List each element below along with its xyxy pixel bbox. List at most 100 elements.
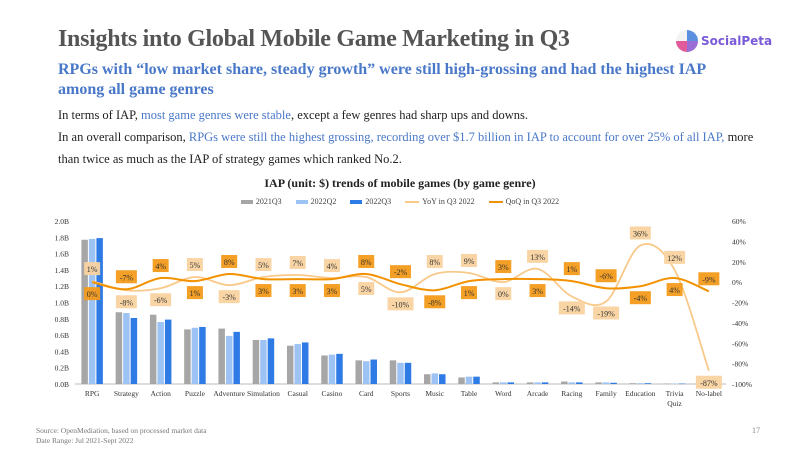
data-label-bg (593, 306, 620, 320)
data-label-qoq: -4% (634, 294, 648, 303)
data-label-yoy: 9% (464, 257, 475, 266)
bar-2022q3 (644, 383, 652, 384)
data-label-qoq: -8% (428, 298, 442, 307)
data-label-bg (426, 254, 443, 268)
bar-2021q3 (663, 383, 671, 385)
data-label-qoq: 8% (361, 258, 372, 267)
data-label-yoy: -87% (700, 379, 718, 388)
data-label-bg (255, 284, 272, 298)
data-label-qoq: 8% (224, 258, 235, 267)
category-label: Card (359, 389, 374, 398)
data-label-qoq: 3% (498, 263, 509, 272)
data-label-yoy: -6% (154, 296, 168, 305)
data-label-qoq: -9% (702, 275, 716, 284)
right-tick-label: 0% (732, 278, 742, 287)
data-label-qoq: 4% (155, 262, 166, 271)
data-label-bg (115, 295, 137, 309)
legend-item-qoq: QoQ in Q3 2022 (488, 197, 559, 206)
data-label-bg (150, 293, 172, 307)
bar-2021q3 (424, 374, 431, 384)
category-label: Quiz (667, 399, 682, 408)
highlight: most game genres were stable (140, 108, 291, 122)
bar-2022q3 (199, 326, 206, 384)
data-label-bg (221, 254, 238, 268)
bar-2022q2 (225, 335, 233, 384)
data-label-bg (495, 260, 512, 274)
bar-2022q2 (123, 313, 130, 384)
data-label-bg (84, 262, 101, 276)
source-note: Source: OpenMediation, based on processe… (36, 426, 207, 435)
bar-2021q3 (458, 377, 465, 384)
category-label: Word (495, 389, 512, 398)
data-label-bg (186, 258, 203, 272)
data-label-yoy: 4% (327, 262, 338, 271)
data-label-bg (255, 258, 272, 272)
logo: SocialPeta (676, 30, 772, 52)
legend-item-yoy: YoY in Q3 2022 (405, 197, 475, 206)
bar-2021q3 (629, 383, 637, 384)
data-label-bg (461, 286, 478, 300)
logo-icon (676, 30, 698, 52)
left-tick-label: 1.0B (55, 299, 69, 308)
data-label-qoq: 1% (464, 289, 475, 298)
bar-2022q2 (362, 361, 370, 384)
bar-2022q2 (534, 382, 541, 384)
bar-2021q3 (149, 314, 157, 384)
data-label-qoq: 0% (87, 290, 98, 299)
left-tick-label: 0.4B (55, 347, 69, 356)
data-label-bg (84, 287, 101, 301)
data-label-bg (115, 270, 137, 284)
data-label-bg (186, 286, 203, 300)
bar-2022q3 (267, 338, 275, 384)
left-tick-label: 1.4B (55, 266, 69, 275)
right-tick-label: 60% (732, 217, 746, 226)
bar-2022q2 (671, 383, 678, 385)
bar-2022q3 (678, 383, 686, 385)
chart-title: IAP (unit: $) trends of mobile games (by… (264, 176, 536, 190)
right-tick-label: -100% (732, 380, 752, 389)
category-label: Education (625, 389, 656, 398)
bar-2021q3 (321, 355, 328, 384)
data-label-yoy: 5% (258, 261, 269, 270)
legend-item-2021q3: 2021Q3 (240, 197, 282, 206)
data-label-yoy: -14% (563, 304, 581, 313)
data-label-bg (527, 249, 549, 263)
data-label-yoy: 5% (361, 285, 372, 294)
data-label-bg (323, 284, 340, 298)
bar-2022q3 (370, 359, 377, 384)
slide-subtitle: RPGs with “low market share, steady grow… (58, 61, 706, 98)
data-label-bg (387, 297, 414, 311)
data-label-yoy: -3% (223, 293, 237, 302)
data-label-bg (695, 375, 722, 389)
bar-2022q3 (610, 382, 617, 384)
category-label: Casual (287, 389, 307, 398)
category-label: Racing (561, 389, 582, 398)
bar-2021q3 (389, 360, 397, 384)
data-label-bg (558, 301, 585, 315)
text: In an overall comparison, (58, 130, 189, 144)
bar-2022q2 (191, 327, 199, 384)
data-label-yoy: 1% (87, 265, 98, 274)
data-label-bg (664, 250, 686, 264)
category-label: Trivia (666, 389, 685, 398)
data-label-bg (358, 254, 375, 268)
right-tick-label: -40% (732, 319, 748, 328)
data-label-bg (529, 284, 546, 298)
data-label-bg (595, 269, 617, 283)
category-label: No-label (696, 389, 722, 398)
bar-2021q3 (115, 312, 123, 384)
data-label-yoy: 12% (667, 254, 682, 263)
data-label-bg (629, 226, 651, 240)
data-label-bg (495, 287, 512, 301)
data-label-bg (629, 291, 651, 305)
data-label-yoy: -19% (597, 309, 615, 318)
date-range: Date Range: Jul 2021-Sept 2022 (36, 436, 134, 445)
data-label-qoq: 3% (258, 287, 269, 296)
line-qoq (91, 272, 710, 293)
data-label-bg (461, 253, 478, 267)
bar-2022q2 (431, 373, 439, 384)
left-tick-label: 0.2B (55, 364, 69, 373)
body-text: In terms of IAP, most game genres were s… (58, 104, 758, 170)
